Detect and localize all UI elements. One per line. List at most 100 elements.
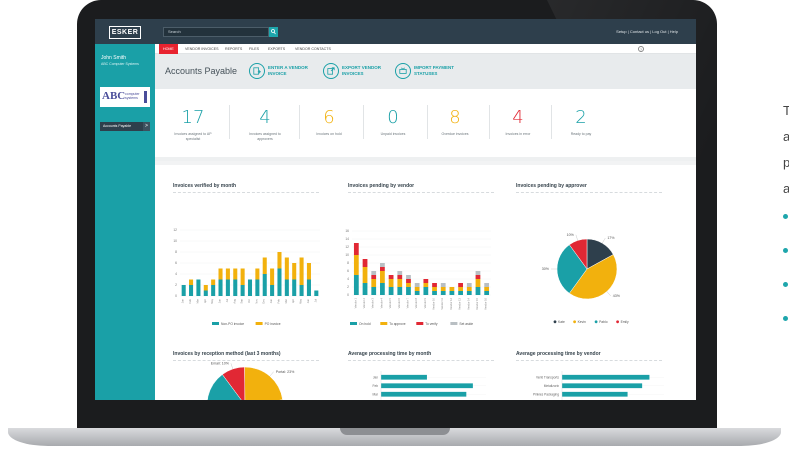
bar-segment: [380, 271, 385, 283]
import-payment-label: IMPORT PAYMENT STATUSES: [414, 65, 455, 76]
export-invoices-button[interactable]: EXPORT VENDOR INVOICES: [323, 62, 395, 82]
bar-segment: [233, 268, 238, 280]
laptop-base: [8, 428, 781, 446]
stat-label: Invoices on hold: [316, 132, 342, 136]
stat-unpaid[interactable]: 0 Unpaid invoices: [363, 89, 423, 157]
bar-segment: [406, 279, 411, 283]
legend-swatch: [616, 320, 619, 324]
top-links[interactable]: Setup | Contact us | Log Out | Help: [616, 29, 678, 34]
stat-ready-to-pay[interactable]: 2 Ready to pay: [551, 89, 611, 157]
bar-segment: [292, 263, 297, 280]
nav-reports[interactable]: REPORTS: [225, 47, 243, 51]
bar-segment: [397, 287, 403, 295]
x-tick-label: Vendor 4: [379, 297, 383, 308]
x-tick-label: Oct: [247, 299, 251, 303]
stat-label: Overdue invoices: [441, 132, 469, 136]
bar-segment: [475, 279, 481, 287]
card-title-avg-month: Average processing time by month: [348, 351, 432, 357]
bar-segment: [371, 275, 377, 279]
role-go-button[interactable]: >: [143, 122, 150, 131]
search-icon: [271, 29, 276, 35]
stat-ap-specialist[interactable]: 17 Invoices assigned to AP specialist: [163, 89, 223, 157]
cropped-line: a: [783, 129, 789, 144]
legend-label: On hold: [359, 322, 371, 326]
user-company: ABC Computer Systems: [101, 62, 139, 66]
legend-swatch: [350, 322, 357, 325]
search-input[interactable]: Search: [163, 27, 269, 37]
x-tick-label: Vendor 9: [423, 297, 427, 308]
bar-segment: [388, 279, 394, 287]
x-tick-label: Sep: [240, 298, 244, 303]
sidebar: John Smith ABC Computer Systems ABC comp…: [95, 44, 155, 400]
stat-value: 4: [259, 107, 271, 128]
stat-on-hold[interactable]: 6 Invoices on hold: [299, 89, 359, 157]
stat-overdue[interactable]: 8 Overdue invoices: [425, 89, 485, 157]
export-invoices-label: EXPORT VENDOR INVOICES: [342, 65, 382, 76]
legend-swatch: [450, 322, 458, 325]
bar-segment: [362, 259, 368, 267]
nav-files[interactable]: FILES: [249, 47, 259, 51]
pie-slice: [207, 374, 283, 400]
x-tick-label: Vendor 13: [458, 297, 462, 309]
role-select[interactable]: Accounts Payable: [100, 122, 143, 131]
stat-in-error[interactable]: 4 Invoices in error: [488, 89, 548, 157]
search-button[interactable]: [269, 27, 278, 37]
pie-leader: [575, 234, 578, 241]
bar-segment: [458, 291, 463, 295]
y-tick-label: 0: [347, 293, 349, 297]
bar-segment: [277, 252, 282, 269]
bar-segment: [284, 257, 289, 280]
legend-label: Emily: [621, 320, 629, 324]
bar-segment: [353, 255, 359, 275]
x-tick-label: Vendor 15: [475, 297, 479, 309]
card-rule: [173, 360, 319, 361]
x-tick-label: May: [299, 298, 303, 304]
nav-vendor-contacts[interactable]: VENDOR CONTACTS: [295, 47, 331, 51]
bar-segment: [388, 275, 394, 279]
y-tick-label: 8: [175, 250, 177, 254]
bar-segment: [255, 279, 260, 296]
page-title: Accounts Payable: [165, 66, 238, 76]
x-tick-label: Vendor 7: [405, 297, 409, 308]
bar-segment: [466, 291, 472, 295]
esker-logo[interactable]: ESKER: [109, 26, 141, 39]
x-tick-label: Jun: [306, 298, 310, 303]
stat-approvers[interactable]: 4 Invoices assigned to approvers: [235, 89, 295, 157]
y-tick-label: 8: [347, 261, 349, 265]
stat-label: Invoices assigned to AP specialist: [174, 132, 212, 141]
nav-home[interactable]: HOME: [159, 44, 178, 54]
bar-segment: [475, 275, 481, 279]
import-payment-button[interactable]: IMPORT PAYMENT STATUSES: [395, 62, 467, 82]
stat-divider: [489, 105, 490, 139]
cropped-line: T: [783, 103, 789, 118]
bar-segment: [432, 287, 437, 291]
bar-segment: [189, 279, 194, 285]
client-logo: ABC computer systems: [100, 87, 150, 107]
legend-label: Kevin: [578, 320, 586, 324]
bar-segment: [432, 283, 437, 287]
stat-divider: [229, 105, 230, 139]
help-icon[interactable]: ?: [638, 46, 644, 52]
bar-segment: [371, 287, 377, 295]
bar-segment: [306, 263, 311, 280]
enter-invoice-button[interactable]: ENTER A VENDOR INVOICE: [249, 62, 321, 82]
hbar: [381, 391, 467, 397]
x-tick-label: Aug: [232, 298, 236, 303]
nav-vendor-invoices[interactable]: VENDOR INVOICES: [185, 47, 219, 51]
stat-label: Invoices in error: [505, 132, 531, 136]
bar-segment: [406, 287, 411, 295]
bar-segment: [181, 285, 186, 296]
legend-swatch: [594, 320, 598, 324]
x-tick-label: Feb: [276, 298, 280, 303]
legend-swatch: [553, 320, 557, 324]
bar-segment: [440, 283, 446, 287]
bar-segment: [414, 287, 420, 291]
pie-label: 17%: [607, 236, 615, 240]
nav-exports[interactable]: EXPORTS: [268, 47, 286, 51]
hbar: [562, 383, 643, 389]
hbar: [562, 391, 628, 397]
bar-segment: [484, 291, 490, 295]
bar-segment: [203, 290, 208, 296]
